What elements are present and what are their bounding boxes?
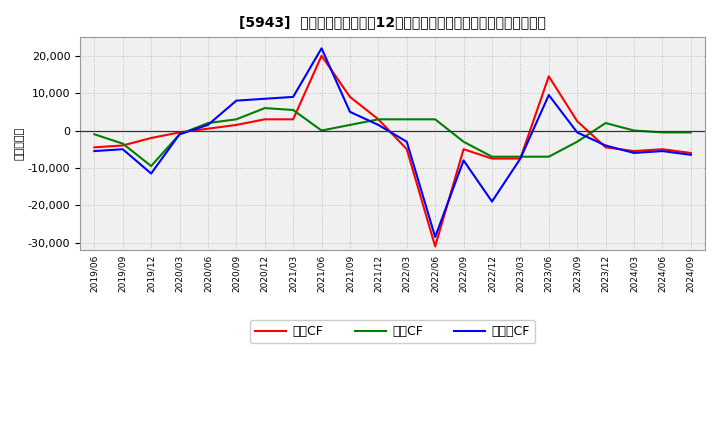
フリーCF bbox=[374, 122, 383, 128]
フリーCF bbox=[232, 98, 240, 103]
営業CF bbox=[516, 156, 525, 161]
営業CF bbox=[118, 143, 127, 148]
投資CF bbox=[318, 128, 326, 133]
投資CF bbox=[90, 132, 99, 137]
営業CF bbox=[346, 94, 354, 99]
投資CF bbox=[232, 117, 240, 122]
投資CF bbox=[658, 130, 667, 135]
フリーCF bbox=[261, 96, 269, 101]
フリーCF bbox=[175, 132, 184, 137]
営業CF bbox=[630, 148, 639, 154]
フリーCF bbox=[289, 94, 297, 99]
Title: [5943]  キャッシュフローの12か月移動合計の対前年同期増減額の推移: [5943] キャッシュフローの12か月移動合計の対前年同期増減額の推移 bbox=[239, 15, 546, 29]
投資CF bbox=[686, 130, 695, 135]
投資CF bbox=[573, 139, 582, 144]
営業CF bbox=[544, 74, 553, 79]
投資CF bbox=[374, 117, 383, 122]
フリーCF bbox=[630, 150, 639, 156]
フリーCF bbox=[686, 152, 695, 158]
投資CF bbox=[601, 121, 610, 126]
フリーCF bbox=[601, 143, 610, 148]
営業CF bbox=[374, 117, 383, 122]
営業CF bbox=[601, 145, 610, 150]
投資CF bbox=[261, 106, 269, 111]
営業CF bbox=[175, 130, 184, 135]
営業CF bbox=[431, 244, 439, 249]
投資CF bbox=[147, 163, 156, 169]
営業CF bbox=[289, 117, 297, 122]
投資CF bbox=[459, 139, 468, 144]
投資CF bbox=[118, 141, 127, 146]
営業CF bbox=[147, 136, 156, 141]
フリーCF bbox=[118, 147, 127, 152]
フリーCF bbox=[318, 46, 326, 51]
営業CF bbox=[658, 147, 667, 152]
営業CF bbox=[90, 145, 99, 150]
投資CF bbox=[630, 128, 639, 133]
営業CF bbox=[686, 150, 695, 156]
投資CF bbox=[487, 154, 496, 159]
営業CF bbox=[402, 147, 411, 152]
営業CF bbox=[318, 53, 326, 59]
フリーCF bbox=[573, 130, 582, 135]
フリーCF bbox=[204, 122, 212, 128]
投資CF bbox=[544, 154, 553, 159]
フリーCF bbox=[544, 92, 553, 98]
Line: 投資CF: 投資CF bbox=[94, 108, 690, 166]
営業CF bbox=[459, 147, 468, 152]
営業CF bbox=[487, 156, 496, 161]
フリーCF bbox=[431, 235, 439, 240]
投資CF bbox=[402, 117, 411, 122]
投資CF bbox=[431, 117, 439, 122]
営業CF bbox=[573, 118, 582, 124]
投資CF bbox=[346, 122, 354, 128]
営業CF bbox=[232, 122, 240, 128]
フリーCF bbox=[90, 148, 99, 154]
Legend: 営業CF, 投資CF, フリーCF: 営業CF, 投資CF, フリーCF bbox=[250, 320, 535, 343]
フリーCF bbox=[487, 199, 496, 204]
Y-axis label: （百万円）: （百万円） bbox=[15, 127, 25, 160]
フリーCF bbox=[516, 156, 525, 161]
フリーCF bbox=[147, 171, 156, 176]
投資CF bbox=[204, 121, 212, 126]
フリーCF bbox=[402, 139, 411, 144]
フリーCF bbox=[459, 158, 468, 163]
営業CF bbox=[204, 126, 212, 131]
フリーCF bbox=[346, 109, 354, 114]
Line: 営業CF: 営業CF bbox=[94, 56, 690, 246]
投資CF bbox=[516, 154, 525, 159]
投資CF bbox=[175, 132, 184, 137]
投資CF bbox=[289, 107, 297, 113]
営業CF bbox=[261, 117, 269, 122]
フリーCF bbox=[658, 148, 667, 154]
Line: フリーCF: フリーCF bbox=[94, 48, 690, 237]
